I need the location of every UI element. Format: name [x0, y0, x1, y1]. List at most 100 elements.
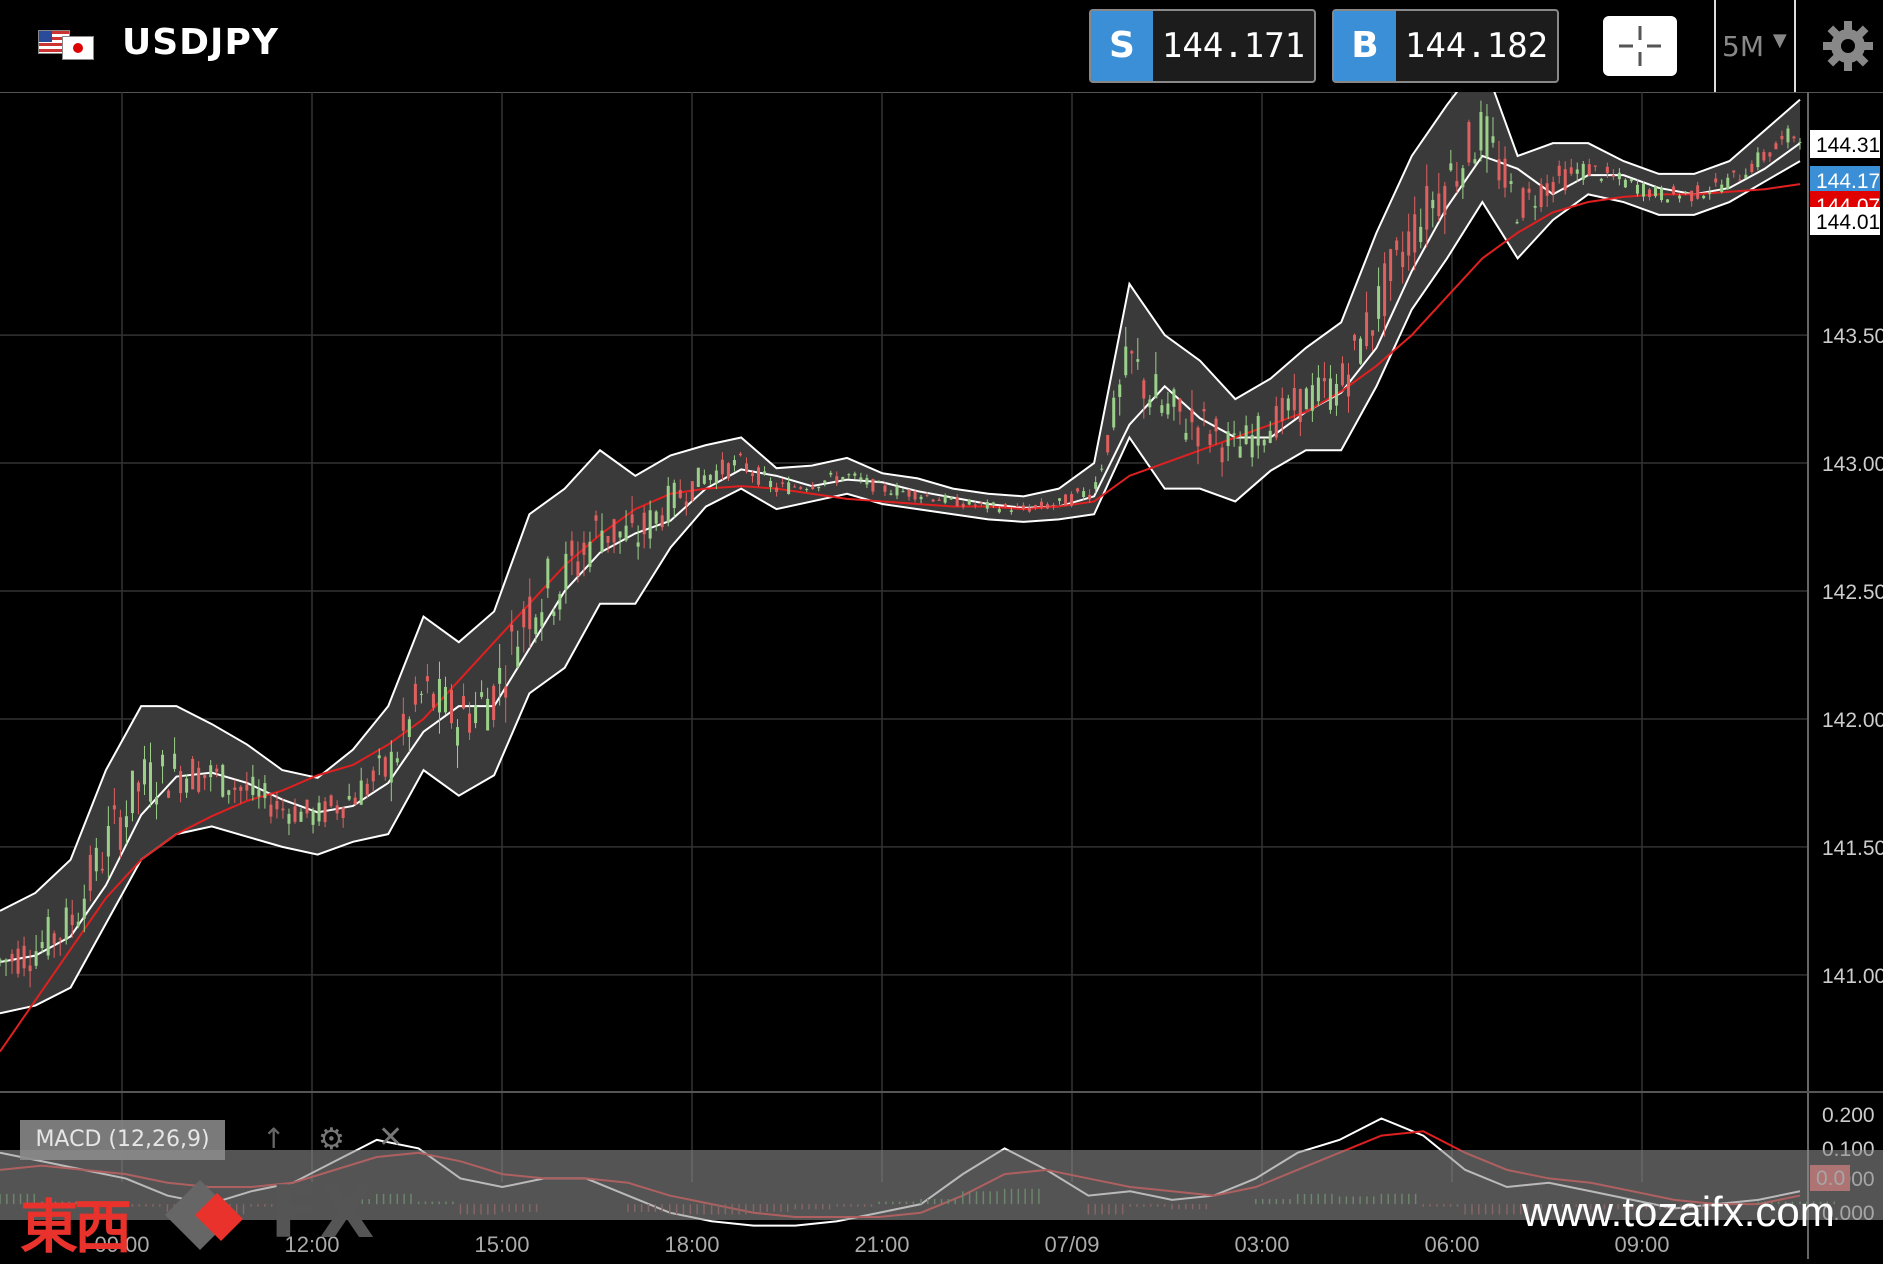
candle-body [221, 764, 225, 797]
candle-body [456, 727, 460, 746]
candle-body [155, 797, 159, 805]
candle-body [1172, 389, 1176, 407]
candle-body [793, 486, 797, 488]
price-tag-label: 144.31 [1816, 134, 1880, 157]
candle-body [1786, 128, 1790, 143]
y-tick-label: 142.50 [1822, 581, 1883, 604]
candle-body [648, 510, 652, 539]
candle-body [859, 477, 863, 480]
chevron-down-icon: ▼ [1772, 30, 1787, 51]
timeframe-select[interactable]: 5M ▼ [1722, 30, 1787, 63]
currency-pair-title[interactable]: USDJPY [122, 22, 279, 63]
candle-body [1437, 193, 1441, 217]
candle-body [1635, 184, 1639, 194]
candle-body [0, 959, 2, 963]
candle-body [185, 778, 189, 793]
candle-body [997, 508, 1001, 513]
candle-body [136, 782, 140, 792]
candle-body [714, 470, 718, 484]
candle-body [335, 805, 339, 814]
candle-body [1118, 384, 1122, 398]
candle-body [570, 540, 574, 556]
candle-body [1208, 433, 1212, 445]
candle-body [1750, 163, 1754, 172]
buy-button[interactable]: B 144.182 [1332, 9, 1559, 83]
candle-body [666, 485, 670, 523]
candle-body [1762, 151, 1766, 161]
candle-body [317, 802, 321, 822]
candle-body [1617, 172, 1621, 180]
watermark-fx: FX [270, 1170, 375, 1254]
candle-body [1599, 178, 1603, 181]
candle-body [197, 767, 201, 792]
candle-body [1666, 199, 1670, 203]
watermark-band [0, 1150, 1883, 1220]
candle-body [124, 816, 128, 828]
candle-body [726, 463, 730, 479]
candle-body [401, 713, 405, 731]
candle-body [955, 497, 959, 507]
candle-body [1124, 346, 1128, 376]
candle-body [1641, 183, 1645, 197]
candle-body [1353, 334, 1357, 341]
candle-body [1726, 177, 1730, 190]
candle-body [383, 757, 387, 777]
candle-body [1292, 387, 1296, 411]
candle-body [450, 689, 454, 724]
candle-body [907, 489, 911, 497]
candle-body [889, 493, 893, 495]
candle-body [1515, 221, 1519, 224]
candle-body [1340, 363, 1344, 386]
close-icon[interactable]: ✕ [378, 1120, 404, 1155]
candle-body [1166, 403, 1170, 415]
sell-button[interactable]: S 144.171 [1089, 9, 1316, 83]
candle-body [1106, 435, 1110, 453]
candle-body [40, 941, 44, 949]
arrow-up-icon[interactable]: ↑ [262, 1122, 286, 1155]
candle-body [167, 790, 171, 798]
candle-body [407, 719, 411, 737]
candle-body [672, 482, 676, 509]
candle-body [329, 795, 333, 807]
candle-body [1449, 163, 1453, 171]
candle-body [1021, 505, 1025, 510]
candle-body [347, 795, 351, 800]
candle-body [1660, 188, 1664, 201]
y-tick-label: 142.00 [1822, 709, 1883, 732]
candle-body [738, 453, 742, 456]
candle-body [600, 530, 604, 552]
candle-body [991, 502, 995, 506]
candle-body [371, 770, 375, 782]
crosshair-button[interactable] [1603, 16, 1677, 76]
candle-body [558, 594, 562, 610]
candle-body [1563, 169, 1567, 191]
candle-body [1214, 418, 1218, 432]
candle-body [275, 800, 279, 810]
candle-body [985, 502, 989, 509]
candle-body [1551, 181, 1555, 194]
candle-body [763, 471, 767, 475]
candle-body [534, 617, 538, 635]
crosshair-icon [1619, 26, 1661, 66]
y-tick-label: 143.00 [1822, 453, 1883, 476]
candle-body [540, 612, 544, 627]
candle-body [203, 775, 207, 778]
candle-body [642, 512, 646, 535]
candle-body [1756, 152, 1760, 168]
candle-body [1003, 504, 1007, 508]
candle-body [1738, 179, 1742, 181]
candle-body [811, 485, 815, 489]
divider [1794, 0, 1796, 92]
candle-body [1780, 135, 1784, 140]
price-chart[interactable]: 09:00 12:00 15:00 18:00 21:00 07/09 03:00 06:00… [0, 92, 1883, 1259]
gear-icon[interactable] [1820, 18, 1876, 74]
candle-body [1768, 152, 1772, 157]
candle-body [1250, 434, 1254, 458]
candle-body [769, 480, 773, 488]
candle-body [1244, 425, 1248, 444]
candle-body [943, 494, 947, 503]
candle-body [323, 801, 327, 823]
candle-body [1274, 406, 1278, 438]
candle-body [88, 854, 92, 891]
price-tag-label: 144.17 [1816, 170, 1880, 193]
